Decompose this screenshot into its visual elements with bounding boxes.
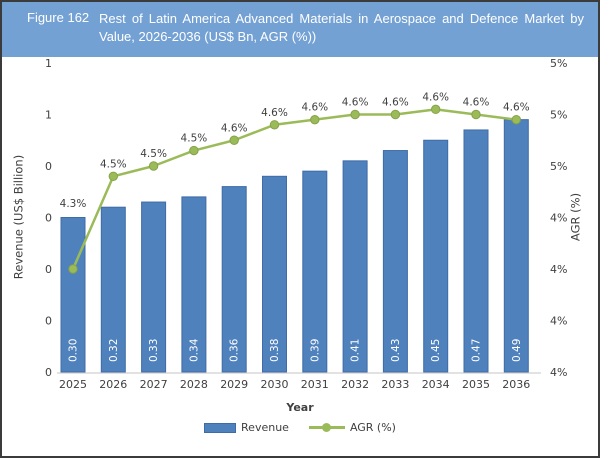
- revenue-bar: [342, 160, 368, 373]
- figure-number: Figure 162: [27, 10, 90, 25]
- revenue-bar: [463, 129, 489, 373]
- left-axis-tick-label: 0: [45, 160, 52, 173]
- bar-value-label: 0.49: [511, 339, 523, 362]
- figure-title: Rest of Latin America Advanced Materials…: [99, 2, 584, 45]
- x-tick-label: 2031: [301, 378, 329, 391]
- agr-value-label: 4.3%: [60, 198, 87, 210]
- bar-value-label: 0.41: [350, 339, 362, 362]
- agr-point: [108, 171, 119, 182]
- x-tick-label: 2035: [462, 378, 490, 391]
- bar-value-label: 0.33: [148, 339, 160, 362]
- agr-point: [229, 135, 239, 145]
- x-tick-label: 2025: [59, 378, 87, 391]
- legend-item-revenue: Revenue: [204, 421, 289, 434]
- right-axis-tick-label: 4%: [550, 212, 567, 225]
- legend-label-agr: AGR (%): [349, 421, 396, 434]
- right-axis-tick-label: 4%: [550, 263, 567, 276]
- agr-point: [471, 109, 481, 120]
- agr-point: [350, 109, 360, 120]
- x-tick-label: 2036: [502, 378, 530, 391]
- figure-title-line2: Value, 2026-2036 (US$ Bn, AGR (%)): [99, 28, 317, 44]
- revenue-bar: [262, 175, 287, 373]
- left-axis-tick-label: 0: [45, 263, 52, 276]
- left-axis-tick-label: 0: [45, 315, 52, 328]
- x-tick-label: 2032: [341, 378, 369, 391]
- agr-point: [511, 114, 521, 125]
- revenue-bar: [141, 201, 167, 373]
- right-axis-tick-label: 5%: [550, 57, 567, 70]
- revenue-swatch-icon: [204, 422, 237, 433]
- bar-value-label: 0.45: [430, 339, 442, 362]
- agr-value-label: 4.5%: [100, 158, 127, 170]
- bar-value-label: 0.36: [229, 338, 241, 362]
- agr-point: [68, 264, 78, 274]
- revenue-bar: [221, 186, 247, 373]
- revenue-bar: [60, 217, 86, 373]
- left-axis-tick-label: 1: [45, 57, 52, 70]
- agr-value-label: 4.6%: [261, 107, 288, 119]
- bar-value-label: 0.43: [390, 339, 402, 362]
- legend-item-agr: AGR (%): [308, 421, 396, 434]
- agr-value-label: 4.6%: [382, 97, 409, 109]
- right-axis-tick-label: 4%: [550, 366, 567, 379]
- agr-value-label: 4.6%: [301, 102, 328, 114]
- legend: Revenue AGR (%): [2, 421, 598, 434]
- revenue-bar: [423, 139, 449, 373]
- chart-canvas: 0 4% 0 4% 0 4% 0 4% 0 5% 1 5% 1 5% 0.30 0.32 0.33 0.34 0.3…: [45, 57, 567, 391]
- legend-label-revenue: Revenue: [241, 421, 289, 434]
- left-axis-tick-label: 0: [45, 212, 52, 225]
- x-axis-title: Year: [286, 401, 314, 414]
- agr-point: [189, 145, 199, 156]
- revenue-bar: [302, 170, 328, 373]
- agr-point: [269, 120, 280, 130]
- bar-value-label: 0.32: [108, 339, 120, 362]
- bar-value-label: 0.47: [471, 339, 483, 362]
- agr-point: [431, 104, 441, 115]
- left-axis-tick-label: 0: [45, 366, 52, 379]
- left-axis-tick-label: 1: [45, 109, 52, 122]
- revenue-bar: [181, 196, 207, 373]
- left-axis-title: Revenue (US$ Billion): [11, 154, 26, 280]
- agr-value-label: 4.5%: [181, 133, 208, 145]
- bar-value-label: 0.30: [68, 339, 80, 362]
- figure-title-line1: Rest of Latin America Advanced Materials…: [99, 11, 584, 26]
- revenue-bar: [100, 206, 126, 373]
- chart-region: 0 4% 0 4% 0 4% 0 4% 0 5% 1 5% 1 5% 0.30 0.32 0.33 0.34 0.3…: [2, 57, 598, 456]
- x-tick-label: 2027: [140, 378, 168, 391]
- x-tick-label: 2030: [261, 378, 289, 391]
- agr-value-label: 4.5%: [140, 148, 167, 160]
- revenue-bar: [382, 150, 408, 373]
- x-tick-label: 2029: [220, 378, 248, 391]
- x-tick-label: 2028: [180, 378, 208, 391]
- agr-value-label: 4.6%: [463, 97, 490, 109]
- x-tick-label: 2033: [381, 378, 409, 391]
- x-tick-label: 2034: [422, 378, 450, 391]
- agr-line-swatch-icon: [308, 422, 345, 432]
- agr-marker-icon: [321, 422, 331, 432]
- agr-value-label: 4.6%: [503, 102, 530, 114]
- right-axis-tick-label: 5%: [550, 109, 567, 122]
- agr-value-label: 4.6%: [221, 122, 248, 134]
- x-tick-label: 2026: [99, 378, 127, 391]
- right-axis-tick-label: 4%: [550, 315, 567, 328]
- agr-value-label: 4.6%: [342, 97, 369, 109]
- right-axis-tick-label: 5%: [550, 160, 567, 173]
- bar-value-label: 0.39: [309, 339, 321, 362]
- agr-line: [71, 108, 517, 270]
- agr-point: [390, 109, 401, 120]
- bar-value-label: 0.34: [188, 338, 200, 362]
- bar-value-label: 0.38: [269, 339, 281, 362]
- figure-header: Figure 162 Rest of Latin America Advance…: [2, 2, 598, 57]
- agr-point: [148, 161, 159, 171]
- agr-point: [310, 114, 320, 125]
- agr-value-label: 4.6%: [422, 91, 449, 103]
- right-axis-title: AGR (%): [568, 192, 583, 242]
- revenue-bar: [503, 119, 529, 373]
